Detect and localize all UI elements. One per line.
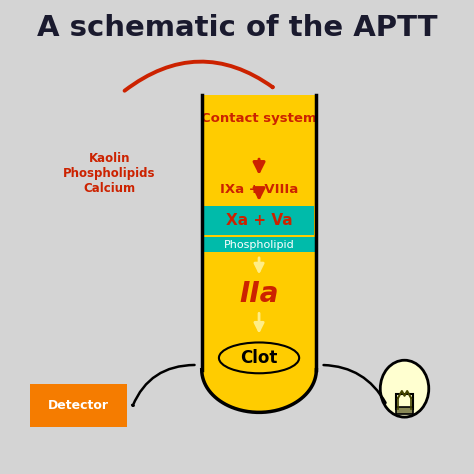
- FancyBboxPatch shape: [202, 237, 316, 252]
- Text: Detector: Detector: [48, 399, 109, 412]
- Text: Contact system: Contact system: [201, 112, 317, 125]
- FancyBboxPatch shape: [202, 95, 316, 370]
- FancyBboxPatch shape: [204, 206, 314, 235]
- FancyBboxPatch shape: [30, 384, 127, 427]
- Text: Phospholipid: Phospholipid: [224, 239, 294, 250]
- FancyArrowPatch shape: [125, 62, 273, 91]
- Text: Kaolin
Phospholipids
Calcium: Kaolin Phospholipids Calcium: [63, 152, 155, 195]
- Ellipse shape: [380, 360, 429, 417]
- Text: IXa + VIIIa: IXa + VIIIa: [220, 183, 298, 196]
- FancyBboxPatch shape: [396, 394, 413, 409]
- Ellipse shape: [202, 327, 316, 412]
- Text: Clot: Clot: [240, 349, 278, 367]
- FancyBboxPatch shape: [396, 407, 413, 414]
- Text: IIa: IIa: [239, 280, 279, 308]
- Text: Xa + Va: Xa + Va: [226, 213, 292, 228]
- Text: A schematic of the APTT: A schematic of the APTT: [37, 14, 437, 43]
